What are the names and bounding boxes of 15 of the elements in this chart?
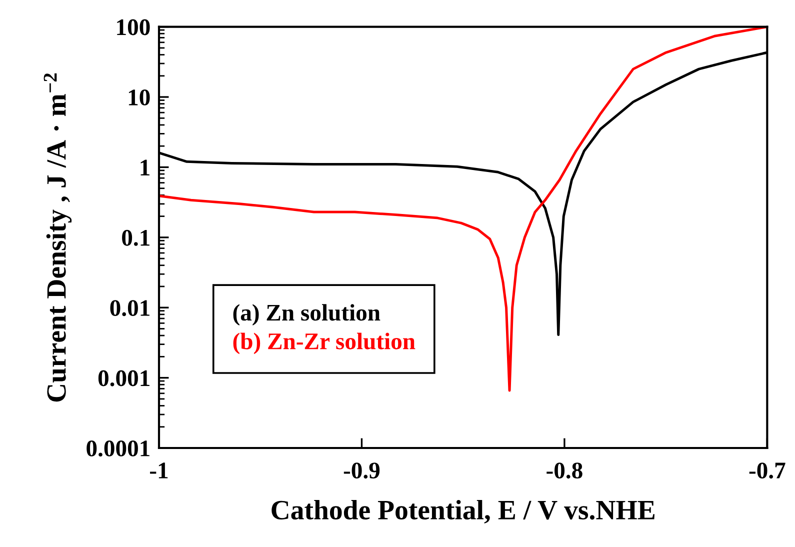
- x-tick-label: -0.9: [344, 462, 380, 479]
- y-tick-label: 0.1: [122, 230, 150, 246]
- x-axis-title: Cathode Potential, E / V vs.NHE: [272, 500, 654, 524]
- x-tick-label: -0.8: [546, 462, 582, 479]
- y-tick-label: 0.0001: [86, 440, 150, 457]
- text: (b) Zn-Zr solution: [233, 332, 416, 354]
- y-tick-label: 0.001: [98, 370, 150, 386]
- y-tick-label: 10: [128, 89, 150, 106]
- y-tick-label: 0.01: [110, 300, 150, 316]
- y-tick-label: 1: [140, 160, 150, 176]
- x-tick-label: -1: [150, 462, 168, 478]
- y-axis-title: Current Density , J /A · m$^{−2}$: [44, 73, 72, 402]
- x-tick-label: -0.7: [749, 462, 786, 479]
- text: (a) Zn solution: [233, 304, 380, 326]
- y-tick-label: 100: [117, 19, 150, 36]
